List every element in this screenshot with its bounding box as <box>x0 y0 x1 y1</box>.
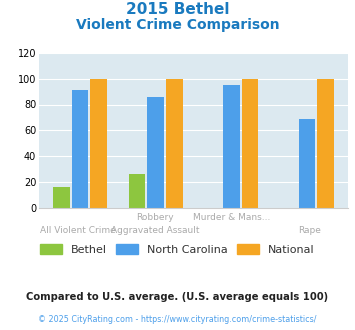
Legend: Bethel, North Carolina, National: Bethel, North Carolina, National <box>37 241 318 258</box>
Bar <box>317 79 334 208</box>
Text: © 2025 CityRating.com - https://www.cityrating.com/crime-statistics/: © 2025 CityRating.com - https://www.city… <box>38 315 317 324</box>
Text: All Violent Crime: All Violent Crime <box>40 226 115 235</box>
Text: Rape: Rape <box>298 226 321 235</box>
Bar <box>90 79 107 208</box>
Text: 2015 Bethel: 2015 Bethel <box>126 2 229 16</box>
Bar <box>53 187 70 208</box>
Bar <box>72 90 88 208</box>
Text: Violent Crime Comparison: Violent Crime Comparison <box>76 18 279 32</box>
Text: Robbery: Robbery <box>136 213 174 222</box>
Text: Compared to U.S. average. (U.S. average equals 100): Compared to U.S. average. (U.S. average … <box>26 292 329 302</box>
Text: Murder & Mans...: Murder & Mans... <box>193 213 271 222</box>
Bar <box>166 79 182 208</box>
Bar <box>241 79 258 208</box>
Bar <box>147 97 164 208</box>
Text: Aggravated Assault: Aggravated Assault <box>111 226 199 235</box>
Bar <box>223 85 240 208</box>
Bar <box>129 174 146 208</box>
Bar <box>299 119 315 208</box>
